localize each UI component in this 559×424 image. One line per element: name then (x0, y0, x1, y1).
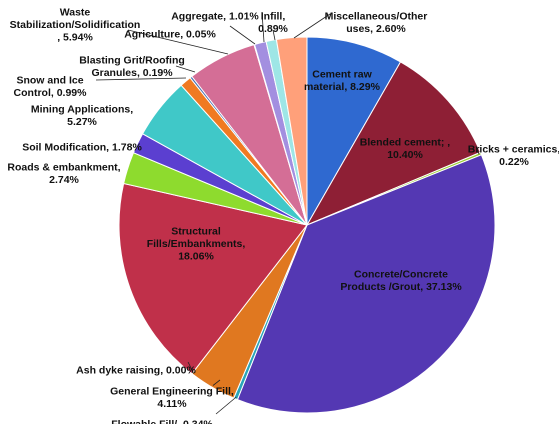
slice-label-miscellaneous-other-uses: Miscellaneous/Other uses, 2.60% (325, 10, 428, 35)
pie-slice-miscellaneous-other-uses (275, 36, 308, 226)
slice-label-flowable-fill: Flowable Fill/, 0.34% (111, 418, 213, 424)
slice-label-blended-cement: Blended cement; , 10.40% (360, 136, 451, 161)
pie-slice-concrete-concrete-products-grout (236, 154, 496, 414)
slice-label-soil-modification: Soil Modification, 1.78% (22, 141, 142, 153)
leader-line-miscellaneous-other-uses (293, 13, 331, 39)
leader-line-waste-stabilization-solidification (127, 29, 229, 55)
slice-label-structural-fills-embankments: Structural Fills/Embankments, 18.06% (147, 225, 246, 262)
leader-line-blasting-grit-roofing-granules (175, 65, 196, 73)
pie-slice-structural-fills-embankments (118, 182, 308, 375)
slice-label-general-engineering-fill: General Engineering Fill, 4.11% (110, 385, 234, 410)
slice-label-waste-stabilization-solidification: Waste Stabilization/Solidification, 5.94% (10, 6, 141, 43)
leader-line-flowable-fill (215, 396, 237, 415)
pie-slices (118, 36, 496, 414)
slice-label-cement-raw-material: Cement raw material, 8.29% (304, 68, 381, 93)
leader-line-general-engineering-fill (212, 379, 221, 386)
slice-label-bricks-ceramics: Bricks + ceramics, 0.22% (468, 143, 559, 168)
leader-line-bricks-ceramics (475, 145, 480, 155)
leader-line-agriculture (229, 25, 256, 45)
slice-label-concrete-concrete-products-grout: Concrete/Concrete Products /Grout, 37.13% (340, 268, 462, 293)
leader-line-infill (272, 29, 276, 41)
slice-label-mining-applications: Mining Applications, 5.27% (31, 103, 133, 128)
pie-slice-blended-cement (305, 61, 482, 227)
slice-labels: Cement raw material, 8.29% Blended cement;… (7, 6, 559, 424)
leader-line-ash-dyke-raising (187, 361, 194, 373)
slice-label-agriculture: Agriculture, 0.05% (124, 28, 216, 40)
slice-label-infill: Infill, 0.89% (258, 10, 288, 35)
slice-label-ash-dyke-raising: Ash dyke raising, 0.00% (76, 364, 196, 376)
slice-label-roads-embankment: Roads & embankment, 2.74% (7, 161, 120, 186)
slice-label-snow-and-ice-control: Snow and Ice Control, 0.99% (14, 74, 88, 99)
slice-label-aggregate: Aggregate, 1.01% (171, 10, 259, 22)
label-leader-lines (95, 11, 480, 415)
pie-slice-cement-raw-material (306, 36, 402, 227)
leader-line-snow-and-ice-control (95, 77, 187, 81)
leader-line-aggregate (261, 11, 265, 43)
slice-label-blasting-grit-roofing-granules: Blasting Grit/Roofing Granules, 0.19% (79, 54, 185, 79)
